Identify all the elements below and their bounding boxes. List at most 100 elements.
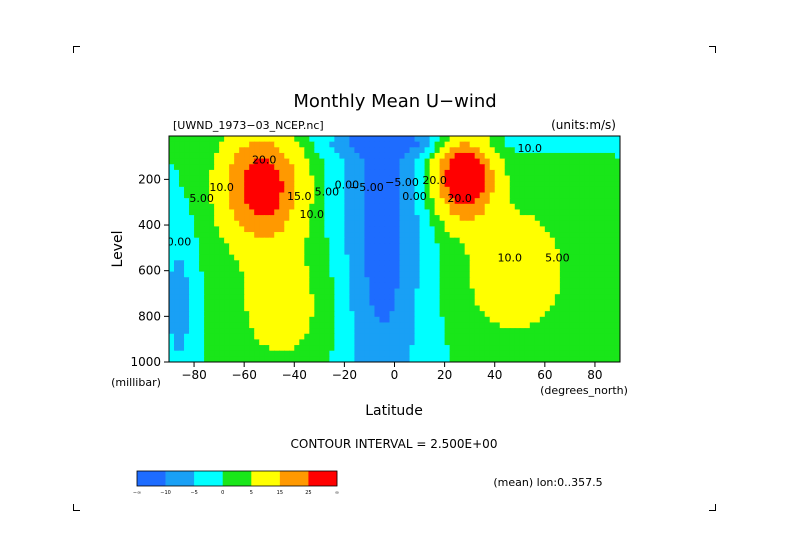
field-cell (324, 299, 330, 307)
field-cell (254, 299, 260, 307)
field-cell (479, 265, 486, 273)
field-cell (329, 311, 335, 318)
field-cell (309, 158, 315, 165)
field-cell (429, 339, 436, 346)
field-cell (589, 186, 596, 194)
field-cell (309, 164, 315, 171)
field-cell (594, 254, 601, 261)
field-cell (434, 186, 441, 194)
field-cell (234, 356, 240, 362)
field-cell (179, 215, 185, 222)
field-cell (439, 175, 446, 182)
field-cell (214, 305, 220, 312)
field-cell (359, 288, 366, 295)
field-cell (204, 226, 210, 233)
field-cell (249, 356, 255, 362)
field-cell (544, 271, 551, 278)
field-cell (354, 328, 361, 335)
field-cell (364, 299, 371, 307)
field-cell (214, 282, 220, 290)
field-cell (299, 328, 305, 335)
field-cell (404, 333, 411, 340)
field-cell (589, 339, 596, 346)
field-cell (509, 339, 516, 346)
field-cell (524, 294, 531, 301)
field-cell (604, 203, 611, 211)
field-cell (484, 316, 491, 324)
field-cell (399, 254, 406, 261)
field-cell (234, 164, 240, 171)
field-cell (344, 141, 350, 148)
field-cell (174, 243, 180, 250)
field-cell (344, 294, 350, 301)
field-cell (399, 169, 406, 177)
field-cell (224, 277, 230, 284)
field-cell (204, 322, 210, 329)
field-cell (614, 316, 620, 324)
field-cell (279, 136, 285, 143)
field-cell (399, 186, 406, 194)
field-cell (274, 260, 280, 267)
field-cell (194, 356, 200, 362)
field-cell (174, 158, 180, 165)
field-cell (429, 282, 436, 290)
field-cell (474, 192, 481, 199)
field-cell (514, 265, 521, 273)
field-cell (174, 203, 180, 211)
field-cell (204, 339, 210, 346)
field-cell (419, 311, 426, 318)
field-cell (494, 198, 501, 205)
field-cell (224, 226, 230, 233)
field-cell (199, 152, 205, 160)
field-cell (399, 333, 406, 340)
field-cell (349, 186, 356, 194)
field-cell (304, 305, 310, 312)
field-cell (379, 333, 386, 340)
field-cell (209, 175, 215, 182)
field-cell (454, 215, 461, 222)
field-cell (534, 299, 541, 307)
field-cell (539, 316, 546, 324)
field-cell (604, 243, 611, 250)
field-cell (414, 322, 421, 329)
field-cell (499, 305, 506, 312)
field-cell (374, 294, 381, 301)
field-cell (369, 226, 376, 233)
field-cell (194, 305, 200, 312)
field-cell (554, 254, 561, 261)
field-cell (234, 186, 240, 194)
field-cell (219, 311, 225, 318)
field-cell (239, 288, 245, 295)
colorbar-swatch (165, 471, 195, 486)
field-cell (509, 237, 516, 244)
field-cell (559, 294, 566, 301)
field-cell (239, 220, 245, 227)
field-cell (524, 350, 531, 357)
field-cell (364, 152, 371, 160)
field-cell (514, 305, 521, 312)
field-cell (474, 237, 481, 244)
field-cell (369, 158, 376, 165)
field-cell (424, 249, 431, 256)
field-cell (189, 220, 195, 227)
field-cell (304, 328, 310, 335)
field-cell (274, 339, 280, 346)
field-cell (299, 232, 305, 239)
field-cell (404, 237, 411, 244)
field-cell (519, 158, 526, 165)
field-cell (284, 215, 290, 222)
field-cell (189, 350, 195, 357)
field-cell (389, 215, 396, 222)
field-cell (244, 192, 250, 199)
field-cell (244, 260, 250, 267)
field-cell (504, 215, 511, 222)
field-cell (179, 299, 185, 307)
field-cell (389, 249, 396, 256)
field-cell (444, 220, 451, 227)
field-cell (539, 198, 546, 205)
field-cell (419, 282, 426, 290)
field-cell (249, 345, 255, 352)
field-cell (284, 311, 290, 318)
field-cell (479, 232, 486, 239)
field-cell (559, 260, 566, 267)
